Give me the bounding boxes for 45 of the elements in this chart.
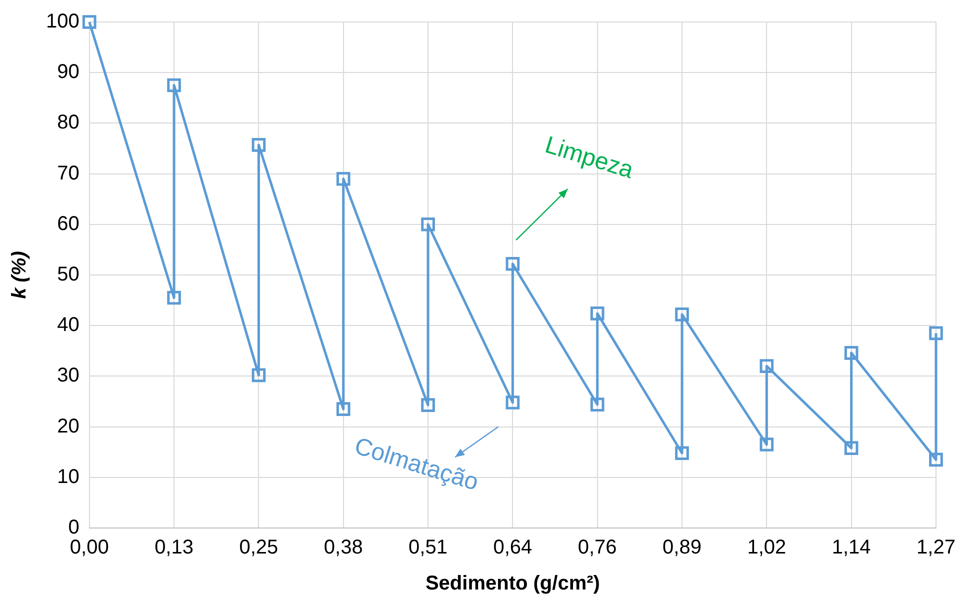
point — [760, 438, 774, 452]
point — [675, 308, 689, 322]
x-tick-label: 1,02 — [747, 536, 786, 559]
x-tick-label: 0,13 — [154, 536, 194, 559]
y-tick-label: 80 — [57, 112, 80, 134]
y-tick-label: 70 — [57, 162, 80, 184]
point — [590, 398, 604, 412]
point — [336, 402, 350, 416]
y-tick-label: 0 — [68, 516, 80, 539]
point — [421, 398, 435, 412]
x-tick-label: 0,00 — [70, 536, 109, 559]
y-tick-label: 50 — [57, 264, 80, 286]
point — [167, 290, 181, 305]
y-tick-label: 90 — [57, 61, 80, 84]
y-tick-label: 60 — [57, 212, 80, 235]
point — [506, 396, 520, 410]
y-tick-label: 100 — [46, 10, 80, 33]
point — [844, 346, 858, 360]
y-tick-label: 30 — [57, 364, 80, 387]
point — [252, 138, 266, 152]
x-tick-label: 0,38 — [324, 536, 363, 559]
point — [760, 359, 774, 373]
point — [421, 217, 435, 232]
y-tick-label: 10 — [57, 466, 80, 488]
point — [929, 326, 943, 340]
point — [929, 452, 943, 467]
x-tick-label: 0,64 — [493, 536, 532, 559]
y-tick-label: 40 — [57, 314, 80, 336]
x-tick-label: 0,25 — [239, 536, 278, 559]
x-tick-label: 1,27 — [916, 536, 956, 559]
point — [590, 306, 604, 320]
x-axis-title: Sedimento (g/cm²) — [425, 572, 600, 595]
x-tick-label: 0,89 — [662, 536, 702, 559]
y-axis-title: k (%) — [8, 250, 31, 299]
point — [844, 441, 858, 455]
y-tick-label: 20 — [57, 415, 80, 438]
point — [336, 172, 350, 186]
x-tick-label: 1,14 — [832, 536, 871, 559]
point — [167, 78, 181, 92]
point — [252, 368, 266, 382]
point — [675, 446, 689, 460]
point — [506, 256, 520, 271]
x-tick-label: 0,76 — [578, 536, 617, 559]
point — [82, 15, 96, 29]
x-tick-label: 0,51 — [408, 536, 448, 559]
